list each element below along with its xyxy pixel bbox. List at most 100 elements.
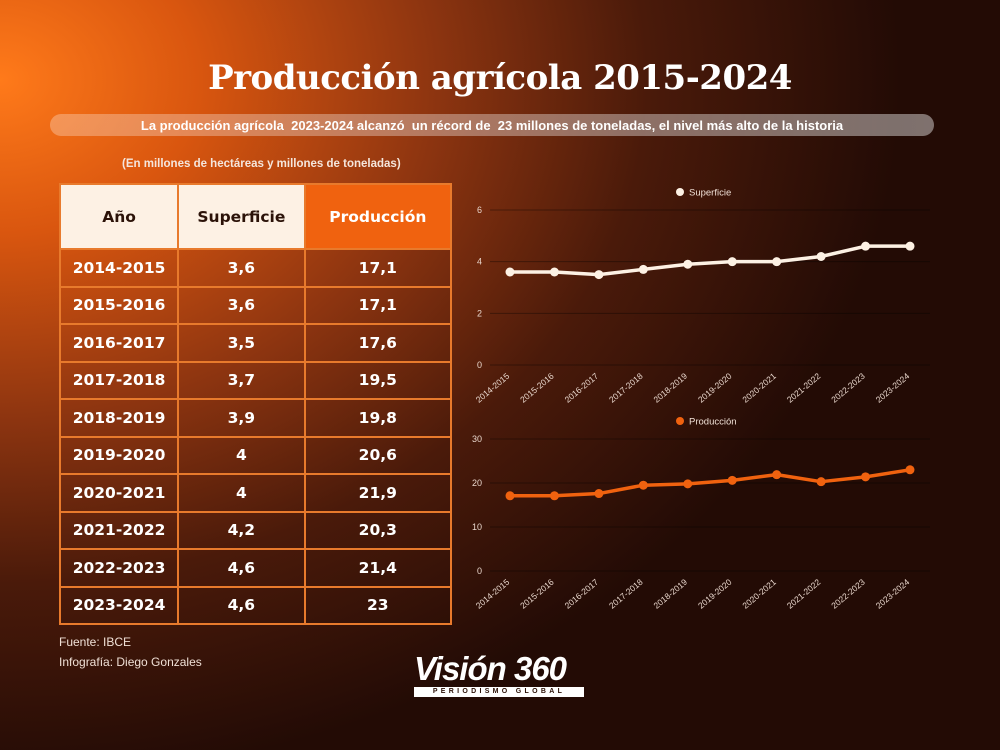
series-line: [510, 468, 911, 498]
x-tick-label: 2015-2016: [518, 577, 556, 611]
table-header-row: Año Superficie Producción: [58, 183, 453, 250]
table-row: 2018-2019 3,9 19,8: [58, 398, 453, 438]
table-row: 2016-2017 3,5 17,6: [58, 323, 453, 363]
x-tick-label: 2016-2017: [563, 371, 601, 405]
data-point: [772, 257, 782, 267]
table-row: 2020-2021 4 21,9: [58, 473, 453, 513]
data-point: [549, 491, 559, 501]
cell-superficie: 4: [177, 435, 306, 475]
cell-produccion: 17,1: [303, 248, 453, 288]
data-point: [638, 264, 648, 274]
y-tick-label: 4: [477, 257, 482, 267]
data-point: [683, 479, 693, 489]
data-point: [594, 489, 604, 499]
cell-produccion: 23: [303, 585, 453, 625]
data-point: [772, 470, 782, 480]
page-title: Producción agrícola 2015-2024: [208, 58, 792, 98]
data-table: Año Superficie Producción 2014-2015 3,6 17…: [58, 183, 453, 625]
cell-produccion: 21,4: [303, 548, 453, 588]
data-point: [727, 475, 737, 485]
header-superficie: Superficie: [177, 183, 306, 250]
table-row: 2023-2024 4,6 23: [58, 585, 453, 625]
logo-main-text: Visión 360: [414, 650, 567, 687]
brand-logo: Visión 360 PERIODISMO GLOBAL: [414, 651, 589, 697]
table-row: 2014-2015 3,6 17,1: [58, 248, 453, 288]
units-note: (En millones de hectáreas y millones de …: [122, 158, 401, 170]
cell-superficie: 3,6: [177, 248, 306, 288]
cell-year: 2018-2019: [58, 398, 180, 438]
data-point: [549, 267, 559, 277]
x-tick-label: 2021-2022: [785, 371, 823, 405]
x-tick-label: 2014-2015: [474, 577, 512, 611]
credit-text: Infografía: Diego Gonzales: [59, 655, 202, 669]
cell-year: 2020-2021: [58, 473, 180, 513]
x-tick-label: 2018-2019: [651, 371, 689, 405]
x-tick-label: 2023-2024: [874, 577, 912, 611]
x-tick-label: 2017-2018: [607, 577, 645, 611]
cell-superficie: 3,9: [177, 398, 306, 438]
x-tick-label: 2018-2019: [651, 577, 689, 611]
subtitle-banner: La producción agrícola 2023-2024 alcanzó…: [50, 114, 934, 136]
x-tick-label: 2015-2016: [518, 371, 556, 405]
y-tick-label: 20: [472, 478, 482, 488]
subtitle-text: La producción agrícola 2023-2024 alcanzó…: [140, 117, 844, 133]
cell-year: 2021-2022: [58, 510, 180, 550]
cell-year: 2022-2023: [58, 548, 180, 588]
y-tick-label: 2: [477, 308, 482, 318]
x-tick-label: 2020-2021: [740, 577, 778, 611]
y-tick-label: 6: [477, 205, 482, 215]
data-point: [905, 241, 915, 251]
legend-label: Producción: [689, 417, 737, 428]
data-point: [638, 480, 648, 490]
y-tick-label: 0: [477, 566, 482, 576]
x-tick-label: 2023-2024: [874, 371, 912, 405]
cell-superficie: 4,6: [177, 548, 306, 588]
cell-year: 2015-2016: [58, 285, 180, 325]
cell-superficie: 3,6: [177, 285, 306, 325]
logo-sub-text: PERIODISMO GLOBAL: [414, 687, 584, 697]
cell-year: 2016-2017: [58, 323, 180, 363]
data-point: [816, 477, 826, 487]
legend-marker: [676, 417, 684, 425]
y-tick-label: 30: [472, 434, 482, 444]
footer: Fuente: IBCE Infografía: Diego Gonzales: [59, 632, 202, 672]
cell-produccion: 17,6: [303, 323, 453, 363]
data-point: [683, 259, 693, 269]
table-row: 2015-2016 3,6 17,1: [58, 285, 453, 325]
y-tick-label: 10: [472, 522, 482, 532]
cell-year: 2019-2020: [58, 435, 180, 475]
cell-produccion: 17,1: [303, 285, 453, 325]
cell-produccion: 20,3: [303, 510, 453, 550]
x-tick-label: 2014-2015: [474, 371, 512, 405]
header-year: Año: [58, 183, 180, 250]
x-tick-label: 2017-2018: [607, 371, 645, 405]
data-point: [861, 472, 871, 482]
cell-superficie: 4,2: [177, 510, 306, 550]
x-tick-label: 2016-2017: [563, 577, 601, 611]
data-point: [861, 241, 871, 251]
y-tick-label: 0: [477, 360, 482, 370]
cell-year: 2014-2015: [58, 248, 180, 288]
data-point: [505, 267, 515, 277]
source-text: Fuente: IBCE: [59, 635, 132, 649]
table-row: 2019-2020 4 20,6: [58, 435, 453, 475]
legend-marker: [676, 188, 684, 196]
cell-year: 2017-2018: [58, 360, 180, 400]
data-point: [594, 270, 604, 280]
cell-superficie: 3,7: [177, 360, 306, 400]
cell-produccion: 19,8: [303, 398, 453, 438]
x-tick-label: 2019-2020: [696, 371, 734, 405]
x-tick-label: 2022-2023: [829, 371, 867, 405]
cell-produccion: 19,5: [303, 360, 453, 400]
cell-superficie: 4: [177, 473, 306, 513]
x-tick-label: 2022-2023: [829, 577, 867, 611]
series-line: [510, 244, 910, 277]
data-point: [816, 252, 826, 261]
data-point: [505, 491, 515, 501]
cell-produccion: 20,6: [303, 435, 453, 475]
header-produccion: Producción: [303, 183, 453, 250]
x-tick-label: 2020-2021: [740, 371, 778, 405]
data-point: [727, 257, 737, 267]
x-tick-label: 2019-2020: [696, 577, 734, 611]
